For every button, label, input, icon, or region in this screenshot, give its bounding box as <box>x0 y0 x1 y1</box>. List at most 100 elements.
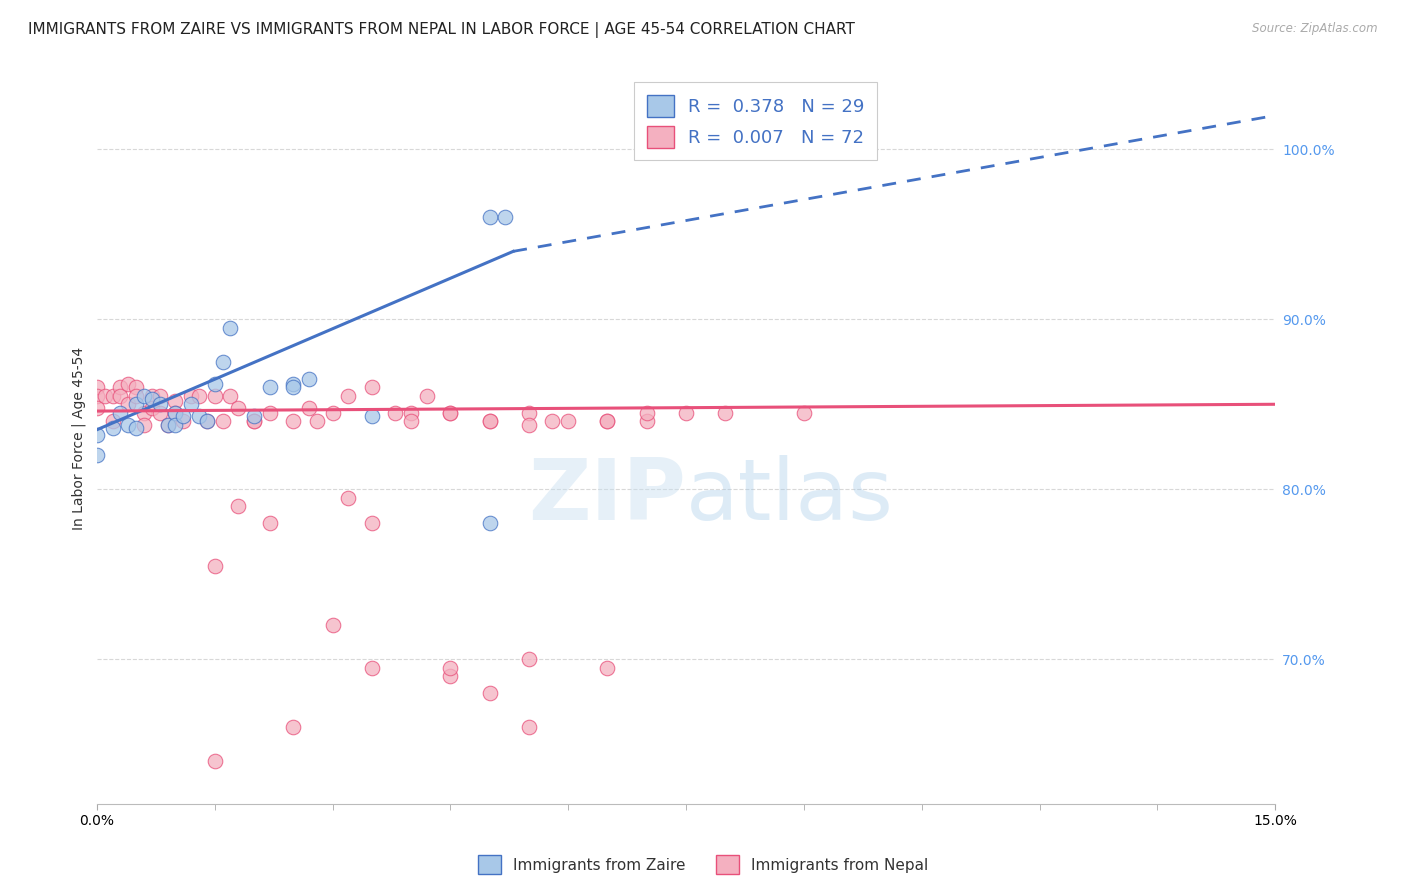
Point <box>478 211 501 225</box>
Point <box>165 406 187 420</box>
Point <box>636 414 658 428</box>
Point <box>125 389 148 403</box>
Point <box>416 389 439 403</box>
Point <box>132 389 155 403</box>
Point <box>101 414 124 428</box>
Point <box>360 409 382 424</box>
Point <box>195 414 218 428</box>
Point <box>165 393 187 408</box>
Point <box>141 389 163 403</box>
Point <box>117 397 139 411</box>
Point <box>165 406 187 420</box>
Point <box>360 516 382 531</box>
Point <box>243 409 266 424</box>
Legend: R =  0.378   N = 29, R =  0.007   N = 72: R = 0.378 N = 29, R = 0.007 N = 72 <box>634 82 877 161</box>
Point <box>439 660 461 674</box>
Point <box>172 409 194 424</box>
Point <box>283 414 305 428</box>
Point <box>86 401 108 415</box>
Point <box>86 389 108 403</box>
Point <box>219 321 242 335</box>
Point <box>204 558 226 573</box>
Point <box>399 414 422 428</box>
Point <box>305 414 328 428</box>
Point <box>541 414 564 428</box>
Point <box>226 499 249 513</box>
Point <box>360 380 382 394</box>
Point <box>478 414 501 428</box>
Point <box>149 406 172 420</box>
Legend: Immigrants from Zaire, Immigrants from Nepal: Immigrants from Zaire, Immigrants from N… <box>471 849 935 880</box>
Point <box>596 414 619 428</box>
Point <box>204 754 226 768</box>
Point <box>439 406 461 420</box>
Point <box>478 516 501 531</box>
Point <box>283 720 305 734</box>
Point <box>675 406 697 420</box>
Point <box>478 686 501 700</box>
Point <box>337 491 360 505</box>
Point <box>793 406 815 420</box>
Point <box>117 417 139 432</box>
Point <box>172 414 194 428</box>
Point <box>110 380 132 394</box>
Point <box>384 406 406 420</box>
Point <box>226 401 249 415</box>
Point <box>165 417 187 432</box>
Point <box>298 372 321 386</box>
Point <box>321 618 344 632</box>
Point <box>517 417 540 432</box>
Point <box>283 376 305 391</box>
Point <box>243 414 266 428</box>
Point <box>125 421 148 435</box>
Point <box>156 417 179 432</box>
Point <box>188 389 211 403</box>
Point <box>337 389 360 403</box>
Point <box>141 401 163 415</box>
Point <box>110 389 132 403</box>
Text: Source: ZipAtlas.com: Source: ZipAtlas.com <box>1253 22 1378 36</box>
Point <box>517 652 540 666</box>
Point <box>86 448 108 462</box>
Point <box>219 389 242 403</box>
Point <box>125 380 148 394</box>
Y-axis label: In Labor Force | Age 45-54: In Labor Force | Age 45-54 <box>72 347 86 530</box>
Point <box>714 406 737 420</box>
Point <box>204 389 226 403</box>
Point <box>478 414 501 428</box>
Point <box>86 428 108 442</box>
Point <box>517 720 540 734</box>
Text: IMMIGRANTS FROM ZAIRE VS IMMIGRANTS FROM NEPAL IN LABOR FORCE | AGE 45-54 CORREL: IMMIGRANTS FROM ZAIRE VS IMMIGRANTS FROM… <box>28 22 855 38</box>
Point <box>596 660 619 674</box>
Text: atlas: atlas <box>686 455 894 538</box>
Point <box>180 389 202 403</box>
Point <box>283 380 305 394</box>
Point <box>101 389 124 403</box>
Point <box>243 414 266 428</box>
Point <box>259 380 281 394</box>
Point <box>195 414 218 428</box>
Point <box>156 417 179 432</box>
Point <box>211 414 233 428</box>
Point <box>141 392 163 407</box>
Point <box>494 211 516 225</box>
Point <box>321 406 344 420</box>
Point <box>517 406 540 420</box>
Point <box>180 397 202 411</box>
Point <box>439 669 461 683</box>
Point <box>259 406 281 420</box>
Point <box>204 376 226 391</box>
Point <box>93 389 115 403</box>
Point <box>110 406 132 420</box>
Point <box>86 380 108 394</box>
Point <box>439 406 461 420</box>
Text: ZIP: ZIP <box>529 455 686 538</box>
Point <box>101 421 124 435</box>
Point <box>596 414 619 428</box>
Point <box>132 417 155 432</box>
Point <box>557 414 579 428</box>
Point <box>636 406 658 420</box>
Point <box>360 660 382 674</box>
Point <box>149 397 172 411</box>
Point <box>149 389 172 403</box>
